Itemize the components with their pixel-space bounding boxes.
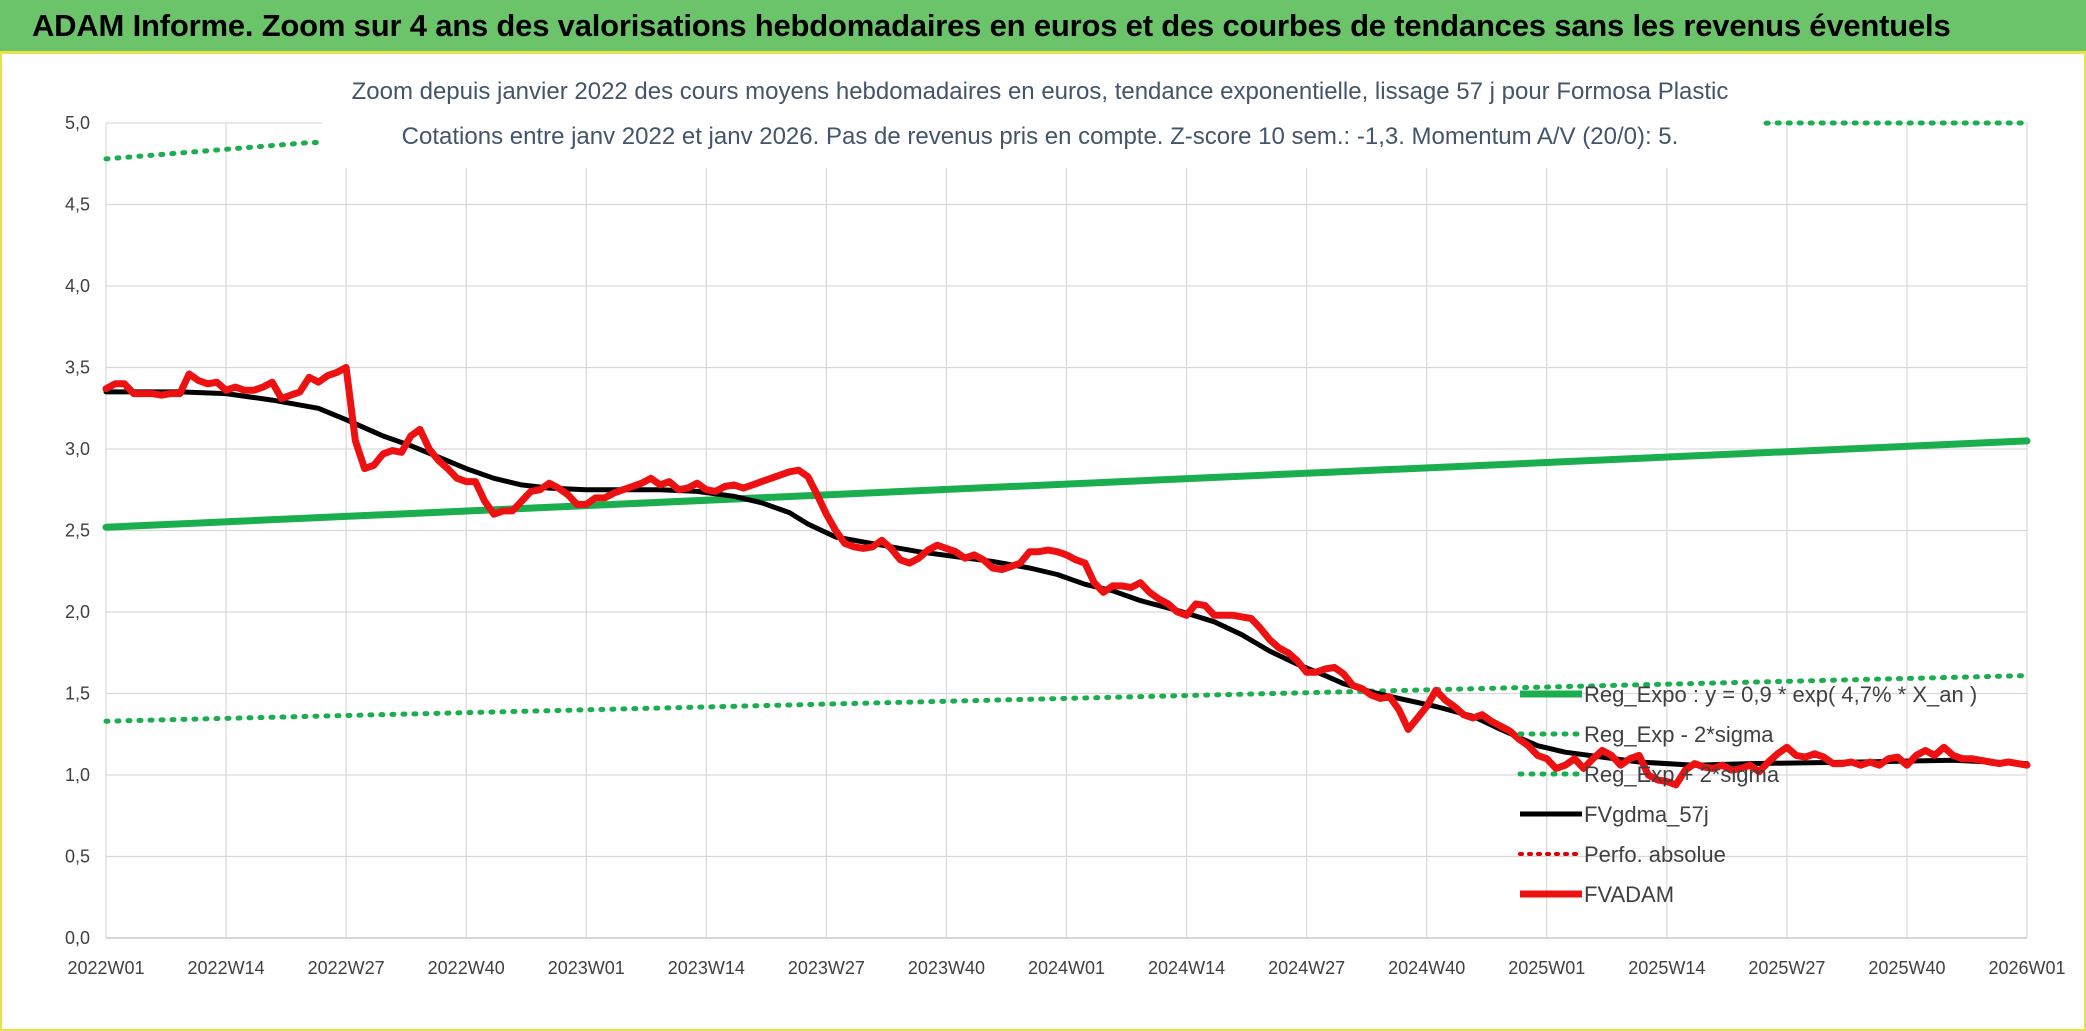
- series-line-0: [102, 437, 2031, 531]
- y-tick-label: 1,0: [65, 765, 90, 785]
- x-tick-label: 2024W01: [1028, 958, 1105, 978]
- y-tick-label: 5,0: [65, 113, 90, 133]
- report-banner: ADAM Informe. Zoom sur 4 ans des valoris…: [0, 0, 2086, 54]
- y-tick-label: 1,5: [65, 684, 90, 704]
- chart-title: Zoom depuis janvier 2022 des cours moyen…: [352, 78, 1729, 105]
- legend-entry: FVADAM: [1584, 882, 1674, 907]
- y-tick-label: 4,0: [65, 276, 90, 296]
- legend-entry: Reg_Expo : y = 0,9 * exp( 4,7% * X_an ): [1584, 682, 1977, 707]
- y-tick-label: 0,0: [65, 928, 90, 948]
- x-tick-label: 2025W14: [1628, 958, 1705, 978]
- x-tick-label: 2024W40: [1388, 958, 1465, 978]
- chart-subtitle: Cotations entre janv 2022 et janv 2026. …: [402, 123, 1679, 150]
- x-tick-label: 2023W14: [668, 958, 745, 978]
- report-title: ADAM Informe. Zoom sur 4 ans des valoris…: [32, 8, 1951, 43]
- chart: 0,0 0,5 1,0 1,5 2,0 2,5 3,0 3,5 4,0 4,5 5,0 2022W01…: [65, 68, 2066, 978]
- x-tick-label: 2024W14: [1148, 958, 1225, 978]
- x-tick-label: 2022W27: [308, 958, 385, 978]
- x-tick-label: 2023W01: [548, 958, 625, 978]
- y-tick-label: 3,5: [65, 358, 90, 378]
- legend-entry: Perfo. absolue: [1584, 842, 1726, 867]
- y-tick-label: 2,0: [65, 602, 90, 622]
- x-tick-label: 2022W14: [188, 958, 265, 978]
- x-tick-label: 2025W27: [1748, 958, 1825, 978]
- legend-entry: Reg_Exp + 2*sigma: [1584, 762, 1780, 787]
- y-tick-label: 3,0: [65, 439, 90, 459]
- chart-frame: 0,0 0,5 1,0 1,5 2,0 2,5 3,0 3,5 4,0 4,5 5,0 2022W01…: [0, 54, 2086, 1031]
- series-line-1: [103, 673, 2030, 724]
- legend-entry: Reg_Exp - 2*sigma: [1584, 722, 1774, 747]
- y-tick-label: 0,5: [65, 847, 90, 867]
- y-tick-label: 4,5: [65, 195, 90, 215]
- y-tick-label: 2,5: [65, 521, 90, 541]
- x-tick-label: 2023W40: [908, 958, 985, 978]
- x-tick-label: 2025W40: [1868, 958, 1945, 978]
- x-tick-label: 2022W01: [67, 958, 144, 978]
- series-line-5: [102, 364, 2031, 789]
- x-tick-label: 2024W27: [1268, 958, 1345, 978]
- x-tick-label: 2026W01: [1988, 958, 2065, 978]
- title-backdrop: [322, 68, 1762, 168]
- x-tick-label: 2025W01: [1508, 958, 1585, 978]
- legend-entry: FVgdma_57j: [1584, 802, 1709, 827]
- x-tick-label: 2022W40: [428, 958, 505, 978]
- x-tick-label: 2023W27: [788, 958, 865, 978]
